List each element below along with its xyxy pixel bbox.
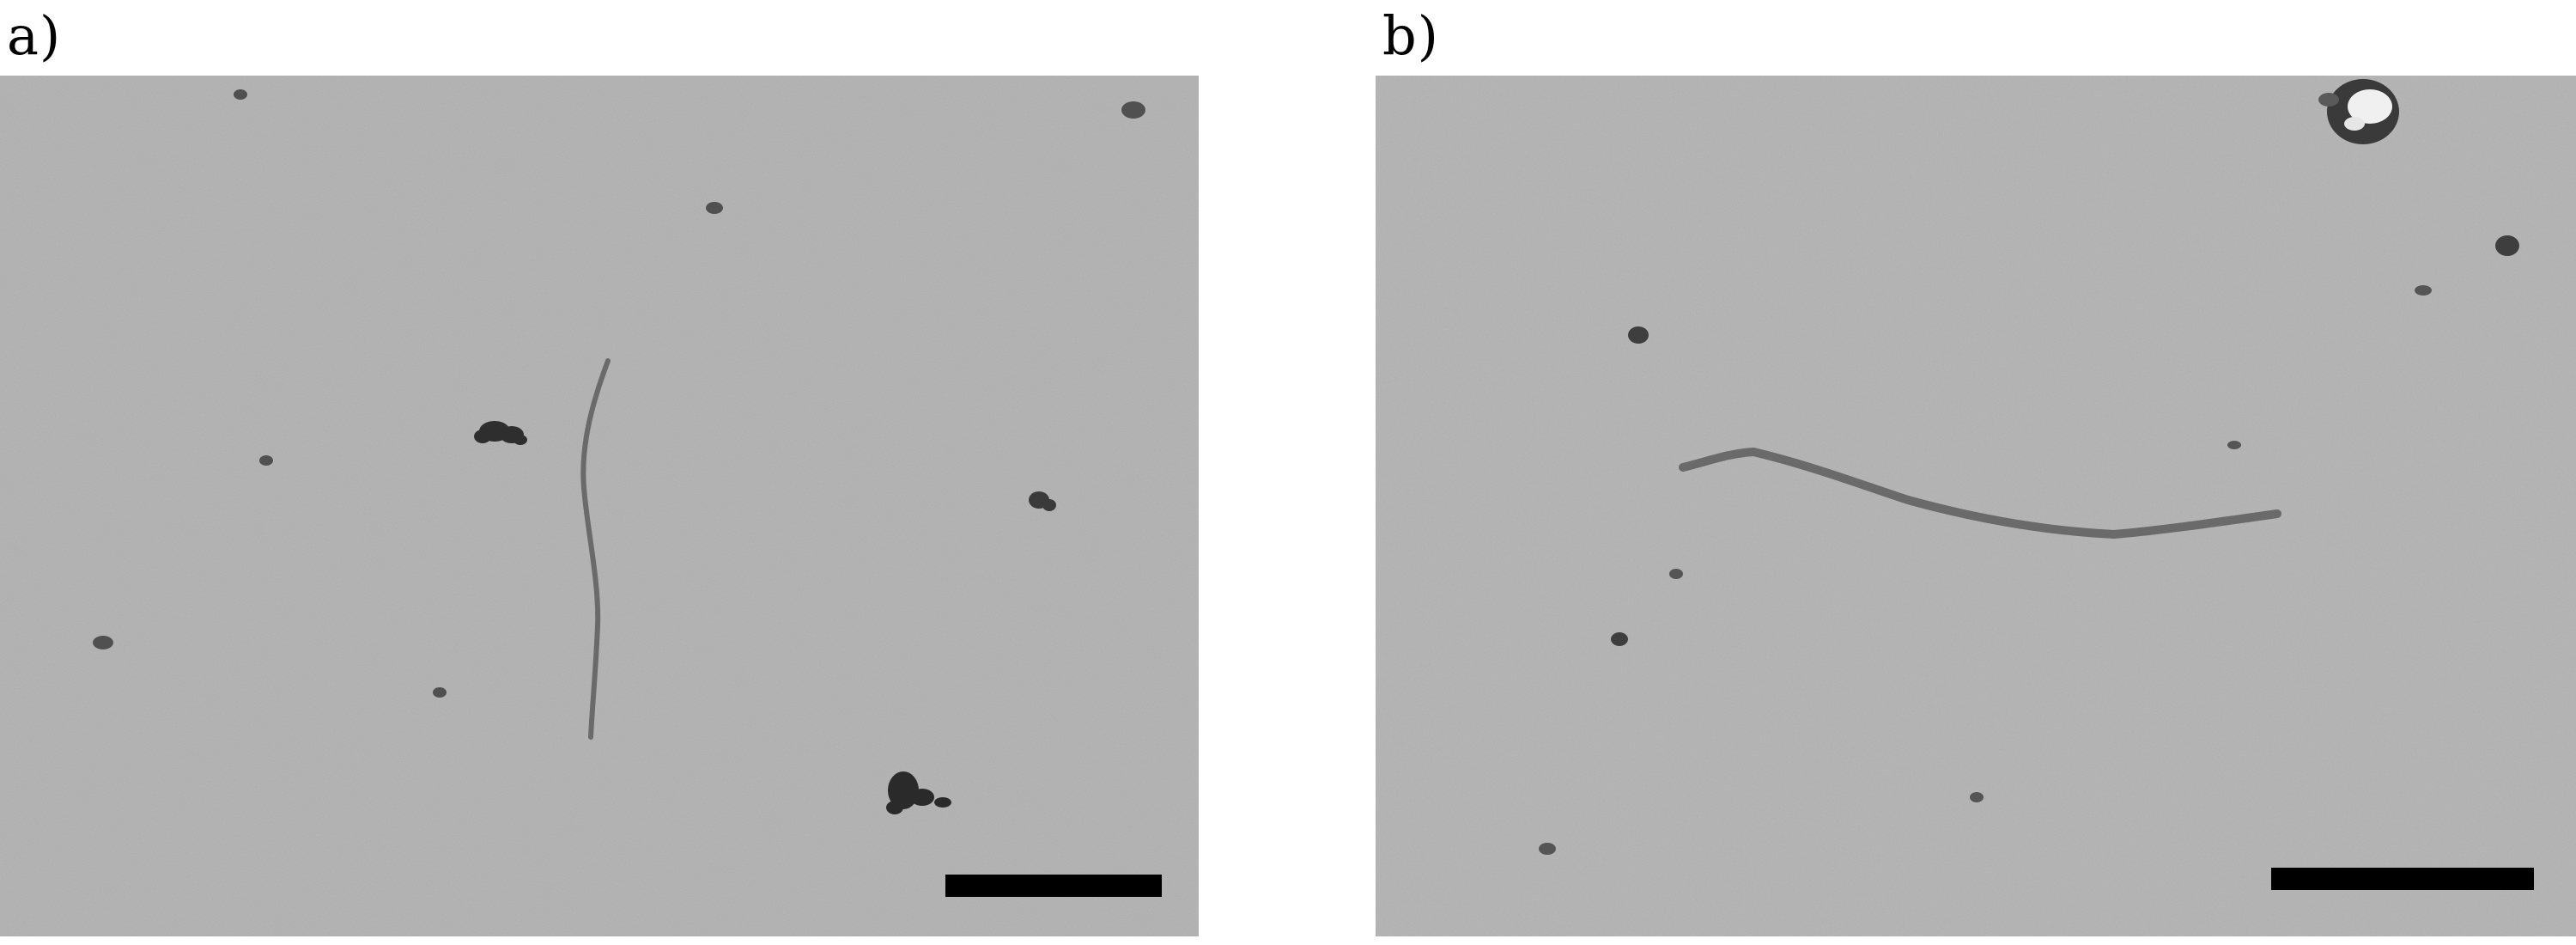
aggregate-b-2 (1611, 235, 2519, 646)
micrograph-a (0, 76, 1199, 936)
scale-bar-a (945, 875, 1162, 897)
aggregate-b-3 (1539, 285, 2432, 855)
fiber-b (1679, 447, 2281, 540)
aggregate-b-1 (2318, 79, 2399, 144)
panel-label-b: b) (1382, 4, 1439, 67)
micrograph-b (1376, 76, 2576, 936)
panel-label-a: a) (7, 4, 62, 67)
fiber-a (580, 358, 611, 740)
aggregate-a-3 (1029, 491, 1056, 511)
micrograph-b-image (1376, 76, 2576, 936)
aggregate-a-4 (93, 89, 1145, 698)
micrograph-a-image (0, 76, 1199, 936)
aggregate-a-1 (474, 421, 527, 445)
aggregate-a-2 (886, 771, 951, 814)
scale-bar-b (2271, 868, 2534, 890)
